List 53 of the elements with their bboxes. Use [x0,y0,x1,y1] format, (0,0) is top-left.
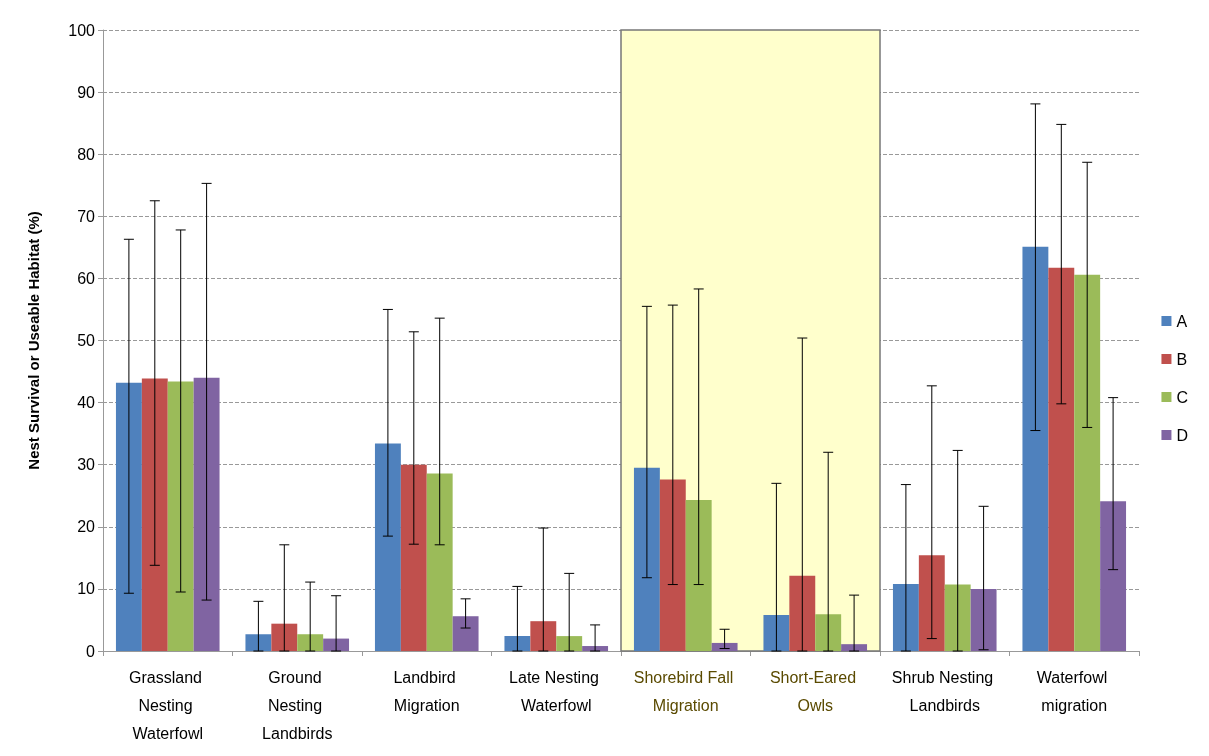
bar [789,575,816,651]
legend-label: C [1176,388,1189,406]
bar [530,621,557,651]
bar [400,464,427,651]
bar [141,378,168,651]
bar [892,583,919,651]
bar [426,473,453,651]
bar [711,642,738,651]
y-tick-label: 20 [77,518,96,536]
y-tick-label: 50 [77,332,96,349]
bar [1022,246,1049,651]
bar [245,634,272,651]
bar [452,616,479,651]
x-tick-label: Late Nesting Waterfowl [509,668,604,714]
bar [504,636,531,651]
x-tick-label: Ground Nesting Landbirds [262,668,333,742]
bar [1048,267,1075,651]
x-tick-label: Waterfowl migration [1036,668,1112,714]
x-tick-label: Shorebird Fall Migration [633,668,738,714]
bar [815,614,842,651]
bar [167,381,194,651]
bar [763,614,790,651]
y-tick-label: 100 [68,21,96,39]
bar [970,588,997,651]
bar [297,634,324,651]
y-tick-label: 40 [77,394,96,412]
bar [633,467,660,651]
bar [115,382,142,651]
bar [1100,501,1127,651]
x-tick-label: Grassland Nesting Waterfowl [129,668,207,742]
legend-label: A [1176,312,1188,330]
x-tick-label: Short-Eared Owls [769,668,861,714]
bar [556,636,583,651]
legend-label: B [1176,350,1188,368]
y-tick-label: 70 [77,207,96,225]
y-axis-title: Nest Survival or Useable Habitat (%) [25,211,42,470]
bar [659,479,686,651]
y-tick-label: 80 [77,145,96,163]
x-tick-label: Shrub Nesting Landbirds [891,668,998,714]
bar [944,584,971,651]
bar [918,555,945,651]
y-tick-label: 30 [77,456,96,474]
bar [193,377,220,651]
bar [1074,274,1101,651]
bar [271,623,298,651]
bar [374,443,401,651]
y-tick-label: 60 [77,269,96,287]
legend-label: D [1176,426,1189,444]
x-tick-label: Landbird Migration [393,668,461,714]
y-tick-label: 0 [86,642,96,660]
y-tick-label: 10 [77,580,96,598]
y-tick-label: 90 [77,83,96,101]
bar [685,500,712,651]
